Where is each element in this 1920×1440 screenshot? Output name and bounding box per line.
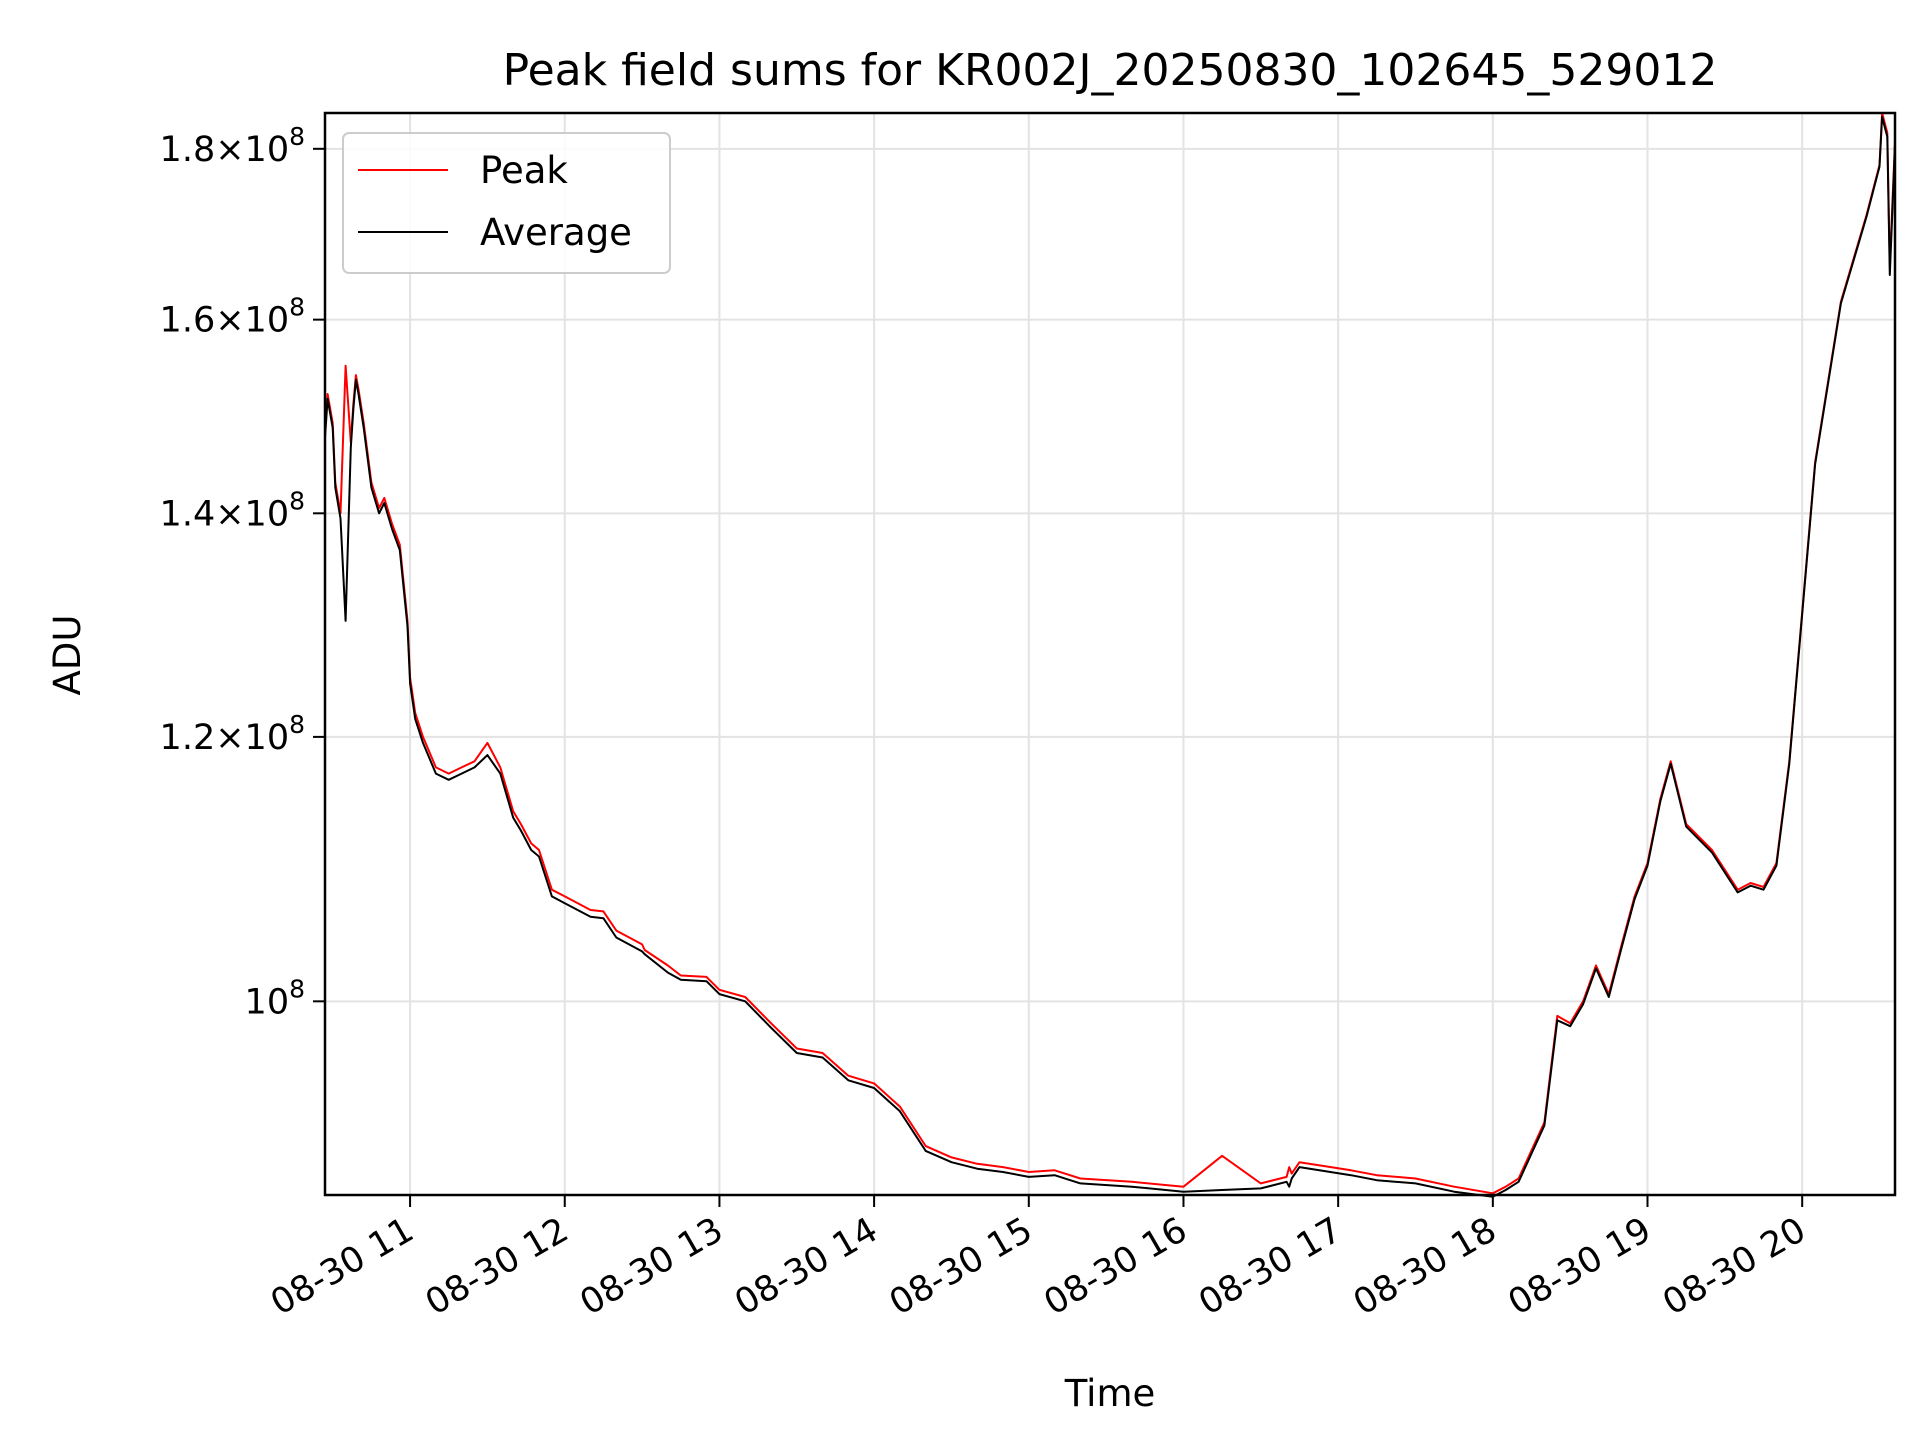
plot-frame [323,111,1897,1197]
y-tick-label: 1.2×108 [160,710,305,758]
grid-lines [325,113,1895,1195]
y-tick-label: 1.8×108 [160,122,305,170]
legend-label-average: Average [480,211,632,254]
legend-label-peak: Peak [480,149,568,192]
y-tick-label: 1.4×108 [160,486,305,534]
y-tick-label: 108 [245,974,305,1022]
legend-box [342,132,671,274]
chart-title: Peak field sums for KR002J_20250830_1026… [503,45,1718,96]
x-axis-label: Time [1064,1372,1156,1415]
series-layer [324,112,1896,1198]
series-line-average [324,115,1896,1198]
y-tick-label: 1.6×108 [160,293,305,341]
y-axis: 108 1.2×108 1.4×108 1.6×108 1.8×108 [160,122,325,1022]
legend: Peak Average [342,132,671,274]
y-axis-label: ADU [46,615,89,696]
